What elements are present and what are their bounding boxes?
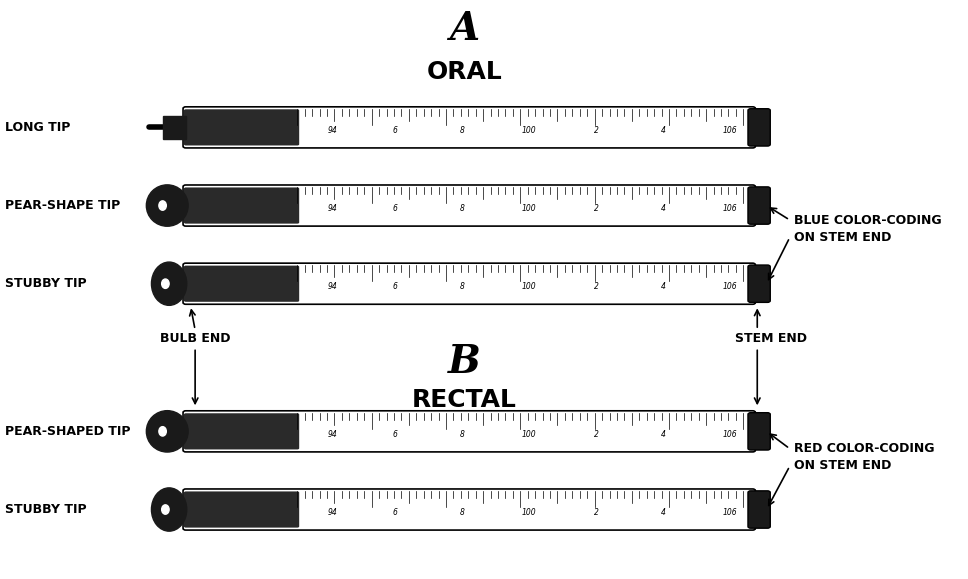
Text: 106: 106 [723, 508, 738, 517]
Text: 100: 100 [522, 126, 536, 135]
Text: 6: 6 [393, 204, 398, 213]
Text: 6: 6 [393, 508, 398, 517]
Text: 4: 4 [660, 126, 665, 135]
Text: 106: 106 [723, 204, 738, 213]
Text: 4: 4 [660, 508, 665, 517]
Text: STUBBY TIP: STUBBY TIP [5, 503, 86, 516]
Text: STUBBY TIP: STUBBY TIP [5, 277, 86, 290]
Text: 8: 8 [460, 430, 465, 439]
Text: 2: 2 [593, 126, 598, 135]
Text: 94: 94 [328, 430, 338, 439]
Ellipse shape [151, 262, 187, 305]
FancyBboxPatch shape [183, 185, 755, 226]
Text: 106: 106 [723, 126, 738, 135]
Text: LONG TIP: LONG TIP [5, 121, 70, 134]
FancyBboxPatch shape [748, 109, 771, 146]
Ellipse shape [146, 185, 188, 226]
FancyBboxPatch shape [184, 492, 299, 527]
Ellipse shape [151, 488, 187, 531]
FancyBboxPatch shape [748, 413, 771, 450]
Text: 94: 94 [328, 204, 338, 213]
FancyBboxPatch shape [183, 411, 755, 452]
Bar [163, 116, 186, 138]
Text: STEM END: STEM END [736, 332, 807, 345]
Text: 100: 100 [522, 508, 536, 517]
Text: 94: 94 [328, 508, 338, 517]
Text: 6: 6 [393, 430, 398, 439]
Text: 100: 100 [522, 204, 536, 213]
Text: PEAR-SHAPE TIP: PEAR-SHAPE TIP [5, 199, 120, 212]
Text: 6: 6 [393, 126, 398, 135]
FancyBboxPatch shape [183, 107, 755, 148]
Text: 106: 106 [723, 430, 738, 439]
Text: ORAL: ORAL [427, 60, 502, 85]
Text: B: B [448, 343, 481, 381]
FancyBboxPatch shape [184, 188, 299, 223]
Text: 100: 100 [522, 282, 536, 291]
Text: 2: 2 [593, 282, 598, 291]
Text: 2: 2 [593, 204, 598, 213]
Text: 8: 8 [460, 282, 465, 291]
Ellipse shape [162, 279, 169, 288]
Text: BULB END: BULB END [160, 332, 230, 345]
Text: 4: 4 [660, 430, 665, 439]
Text: 94: 94 [328, 282, 338, 291]
FancyBboxPatch shape [184, 109, 299, 145]
Text: 6: 6 [393, 282, 398, 291]
Text: BLUE COLOR-CODING
ON STEM END: BLUE COLOR-CODING ON STEM END [795, 214, 942, 244]
Text: 8: 8 [460, 126, 465, 135]
Text: 8: 8 [460, 508, 465, 517]
Text: 4: 4 [660, 204, 665, 213]
FancyBboxPatch shape [748, 187, 771, 224]
Text: 2: 2 [593, 508, 598, 517]
Text: 94: 94 [328, 126, 338, 135]
FancyBboxPatch shape [183, 263, 755, 305]
Text: 2: 2 [593, 430, 598, 439]
FancyBboxPatch shape [184, 266, 299, 302]
Text: PEAR-SHAPED TIP: PEAR-SHAPED TIP [5, 425, 130, 438]
FancyBboxPatch shape [748, 491, 771, 528]
Text: RED COLOR-CODING
ON STEM END: RED COLOR-CODING ON STEM END [795, 442, 935, 472]
Ellipse shape [159, 427, 166, 436]
Text: RECTAL: RECTAL [412, 387, 517, 412]
Text: A: A [449, 10, 479, 48]
Text: 8: 8 [460, 204, 465, 213]
FancyBboxPatch shape [748, 265, 771, 302]
FancyBboxPatch shape [183, 489, 755, 530]
Text: 106: 106 [723, 282, 738, 291]
Text: 4: 4 [660, 282, 665, 291]
Ellipse shape [162, 505, 169, 514]
Text: 100: 100 [522, 430, 536, 439]
Ellipse shape [159, 201, 166, 210]
Ellipse shape [146, 411, 188, 452]
FancyBboxPatch shape [184, 413, 299, 449]
